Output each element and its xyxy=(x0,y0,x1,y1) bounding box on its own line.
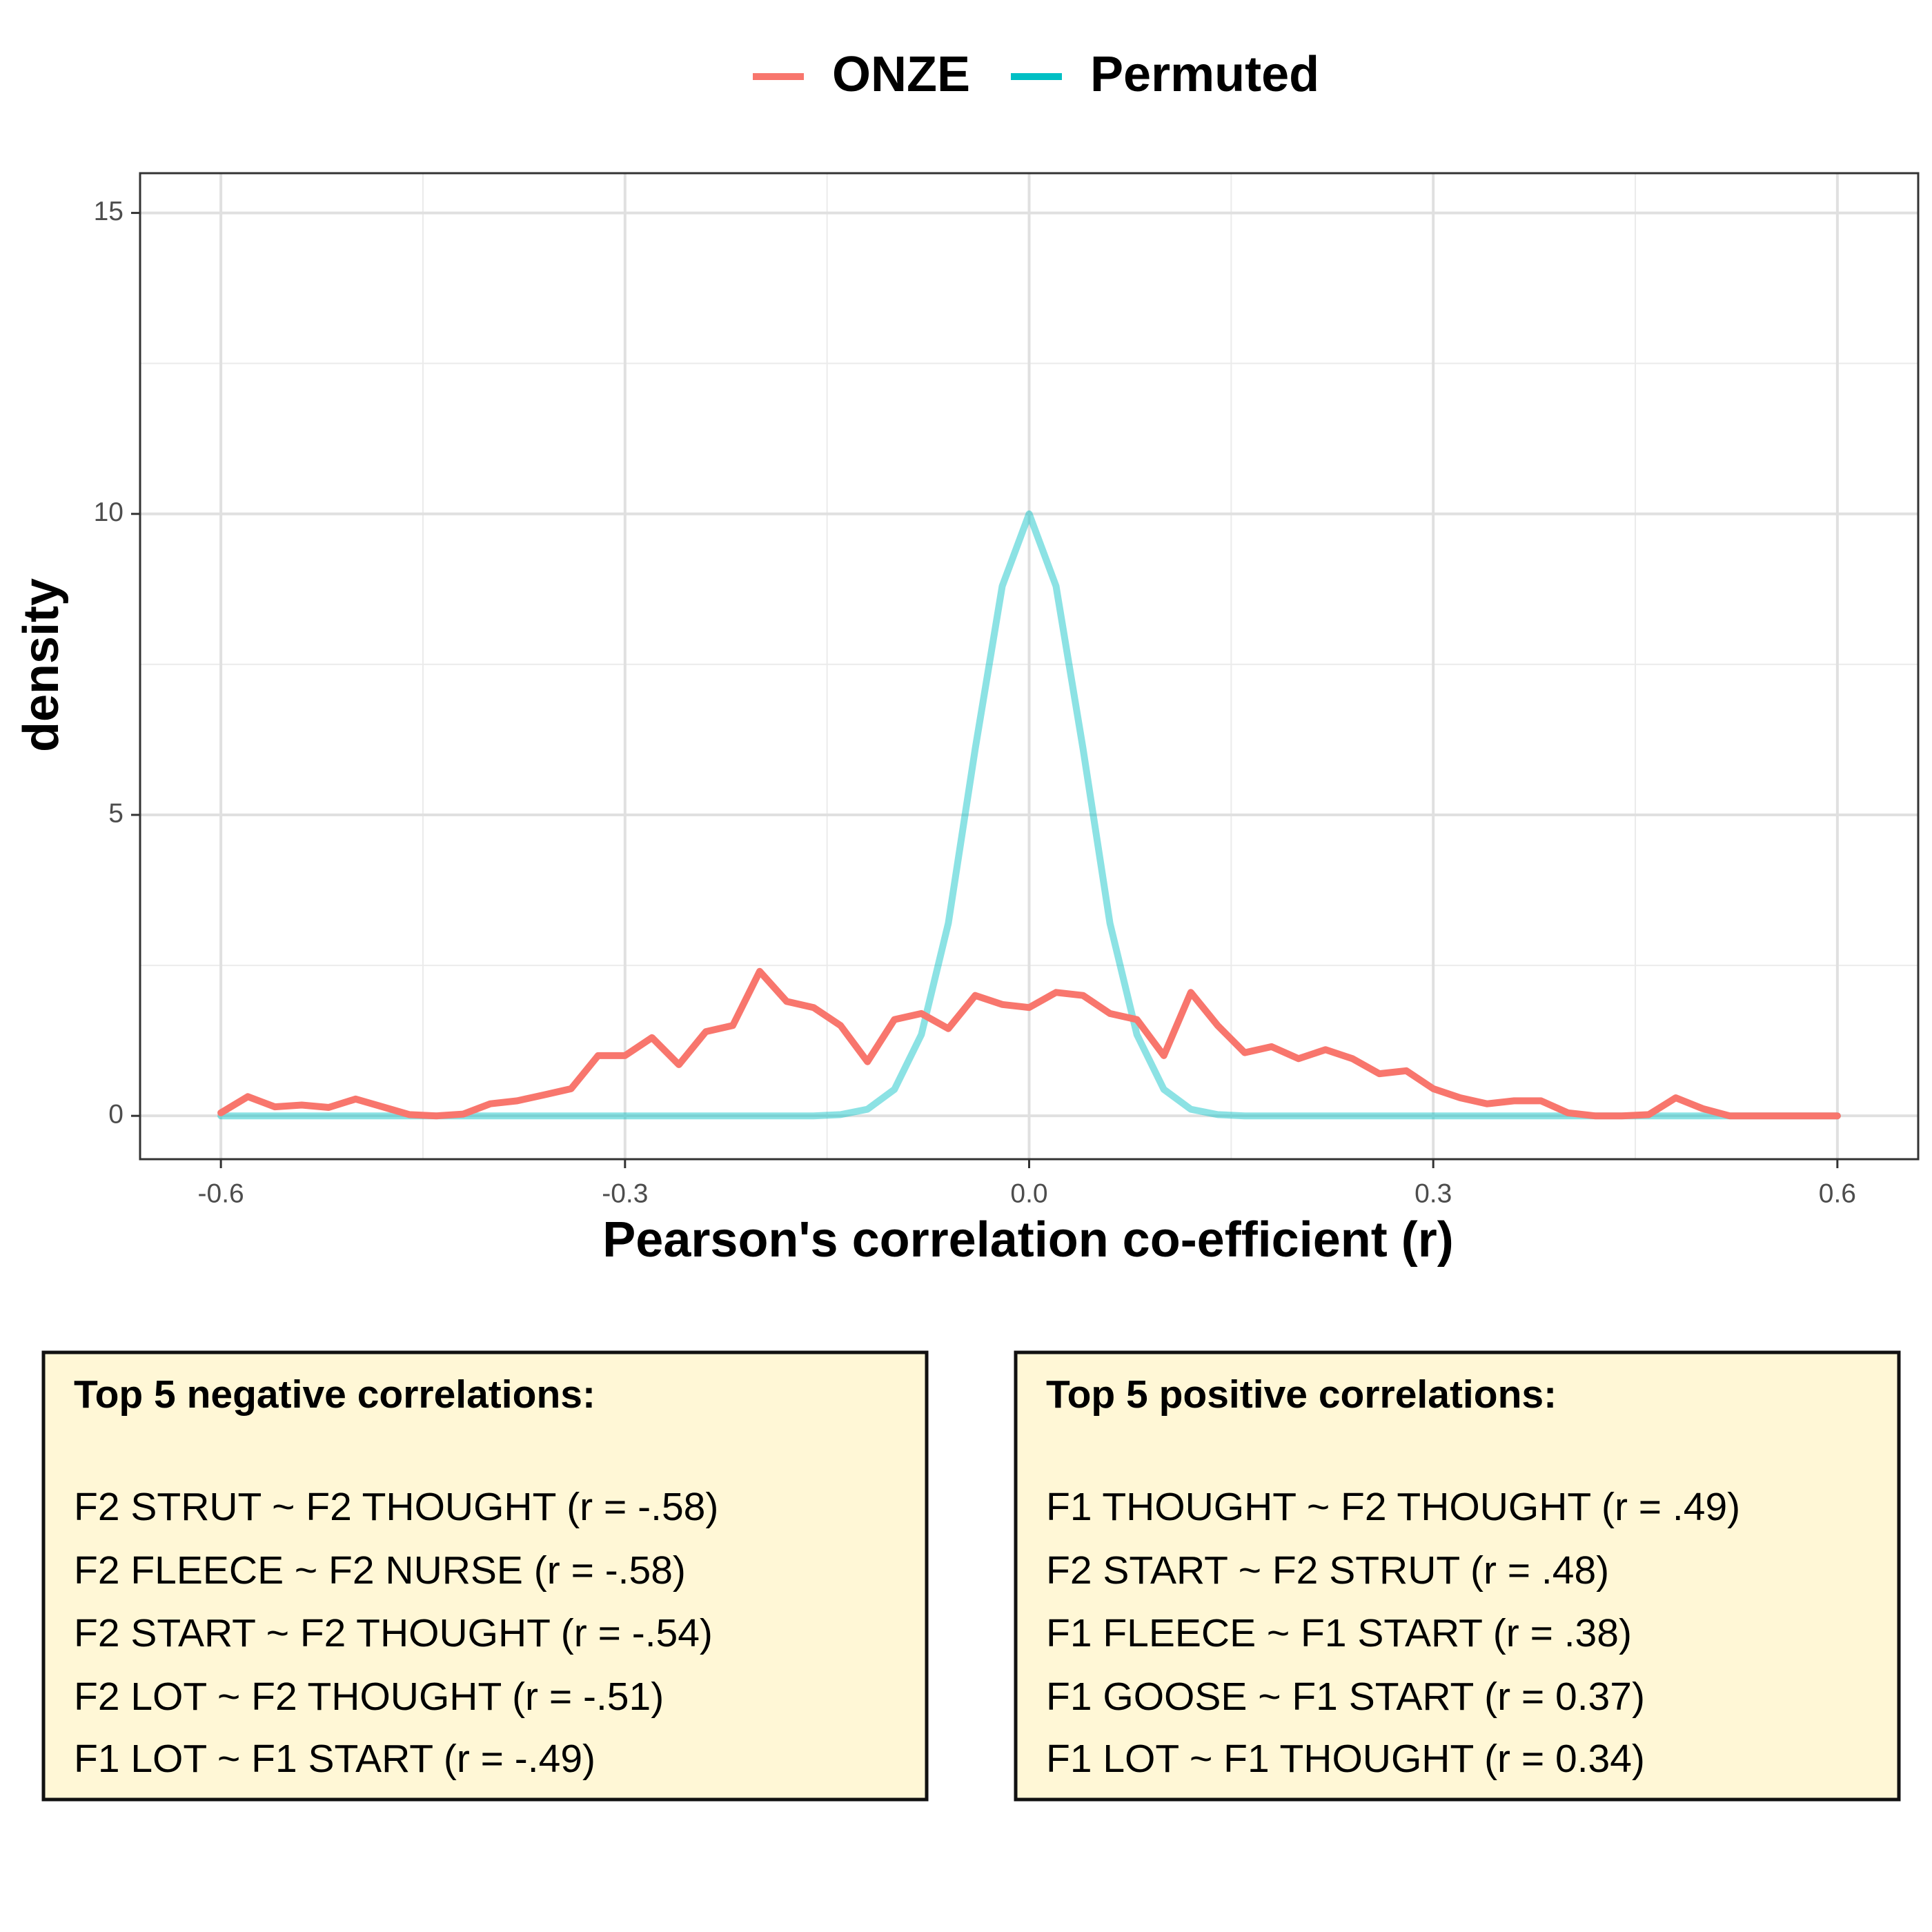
y-tick-label: 5 xyxy=(108,798,124,828)
x-tick-label: 0.6 xyxy=(1819,1179,1856,1208)
x-tick-label: -0.3 xyxy=(602,1179,648,1208)
note-title: Top 5 negative correlations: xyxy=(74,1372,595,1417)
note-line: F1 GOOSE ~ F1 START (r = 0.37) xyxy=(1046,1675,1645,1719)
x-axis-title: Pearson's correlation co-efficient (r) xyxy=(602,1212,1453,1268)
note-line: F2 START ~ F2 STRUT (r = .48) xyxy=(1046,1548,1609,1593)
x-tick-label: 0.3 xyxy=(1414,1179,1452,1208)
legend-label: ONZE xyxy=(832,47,970,102)
note-box xyxy=(1014,1350,1901,1802)
y-tick-label: 15 xyxy=(94,197,124,226)
note-box xyxy=(41,1350,929,1802)
note-line: F1 LOT ~ F1 START (r = -.49) xyxy=(74,1737,595,1781)
series-line xyxy=(217,967,1841,1120)
y-axis-title: density xyxy=(14,578,69,752)
note-title: Top 5 positive correlations: xyxy=(1046,1372,1557,1417)
y-tick-label: 0 xyxy=(108,1099,124,1129)
x-tick-label: -0.6 xyxy=(198,1179,244,1208)
note-line: F1 LOT ~ F1 THOUGHT (r = 0.34) xyxy=(1046,1737,1645,1781)
note-line: F1 FLEECE ~ F1 START (r = .38) xyxy=(1046,1611,1632,1655)
note-line: F1 THOUGHT ~ F2 THOUGHT (r = .49) xyxy=(1046,1485,1740,1529)
panel-border xyxy=(139,172,1920,1161)
x-tick-label: 0.0 xyxy=(1010,1179,1047,1208)
note-line: F2 FLEECE ~ F2 NURSE (r = -.58) xyxy=(74,1548,686,1593)
note-line: F2 STRUT ~ F2 THOUGHT (r = -.58) xyxy=(74,1485,718,1529)
legend-label: Permuted xyxy=(1090,47,1319,102)
note-line: F2 LOT ~ F2 THOUGHT (r = -.51) xyxy=(74,1675,664,1719)
note-line: F2 START ~ F2 THOUGHT (r = -.54) xyxy=(74,1611,713,1655)
y-tick-label: 10 xyxy=(94,497,124,527)
